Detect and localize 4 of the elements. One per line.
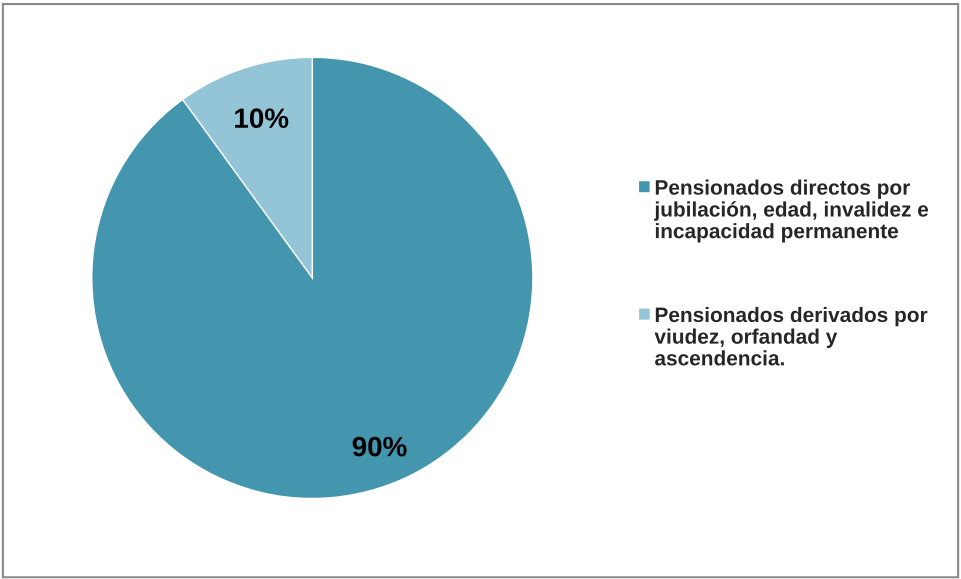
legend-label: Pensionados derivados por viudez, orfandad y ascendencia. xyxy=(654,306,928,366)
legend-label: Pensionados directos por jubilación, edad, invalidez e incapacidad permanente xyxy=(654,179,928,242)
data-label: 10% xyxy=(235,108,288,128)
data-label: 90% xyxy=(352,436,407,456)
